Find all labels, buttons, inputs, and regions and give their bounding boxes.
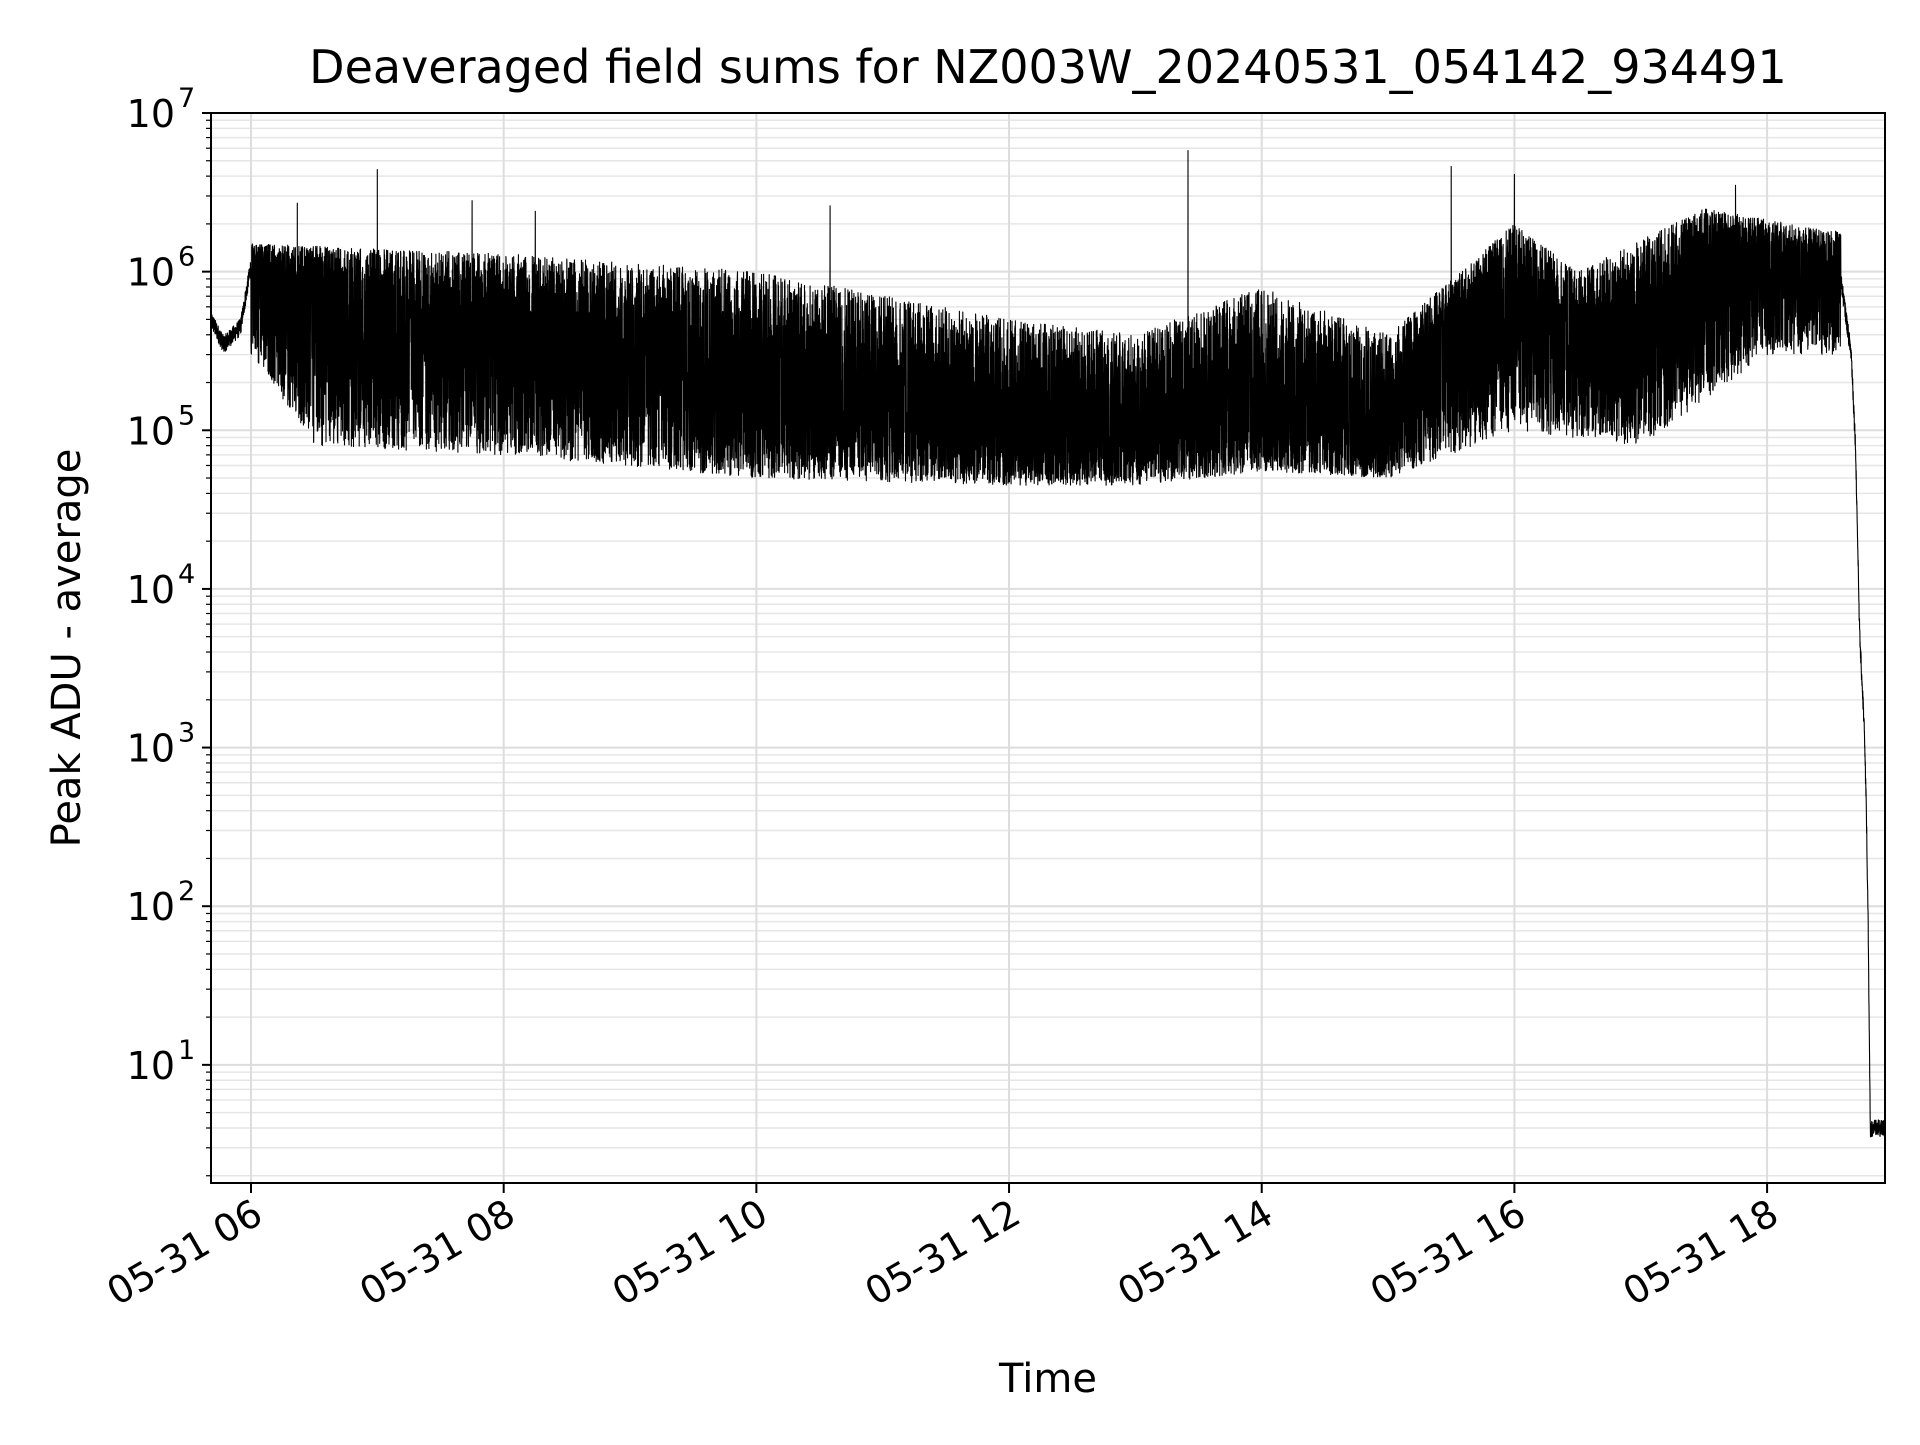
- y-tick-exponent: 7: [178, 83, 195, 114]
- y-tick-exponent: 5: [178, 400, 195, 431]
- y-tick-exponent: 6: [178, 242, 195, 273]
- y-tick-label: 10: [127, 727, 175, 771]
- y-tick-label: 10: [127, 92, 175, 136]
- y-tick-exponent: 3: [178, 718, 195, 749]
- y-tick-label: 10: [127, 251, 175, 295]
- y-tick-label: 10: [127, 885, 175, 929]
- y-axis-label: Peak ADU - average: [44, 449, 90, 848]
- y-tick-label: 10: [127, 568, 175, 612]
- y-tick-label: 10: [127, 1044, 175, 1088]
- y-tick-exponent: 2: [178, 876, 195, 907]
- y-tick-exponent: 4: [178, 559, 195, 590]
- chart-title: Deaveraged field sums for NZ003W_2024053…: [309, 40, 1787, 94]
- x-axis-label: Time: [998, 1356, 1097, 1402]
- y-tick-label: 10: [127, 409, 175, 453]
- y-tick-exponent: 1: [178, 1035, 195, 1066]
